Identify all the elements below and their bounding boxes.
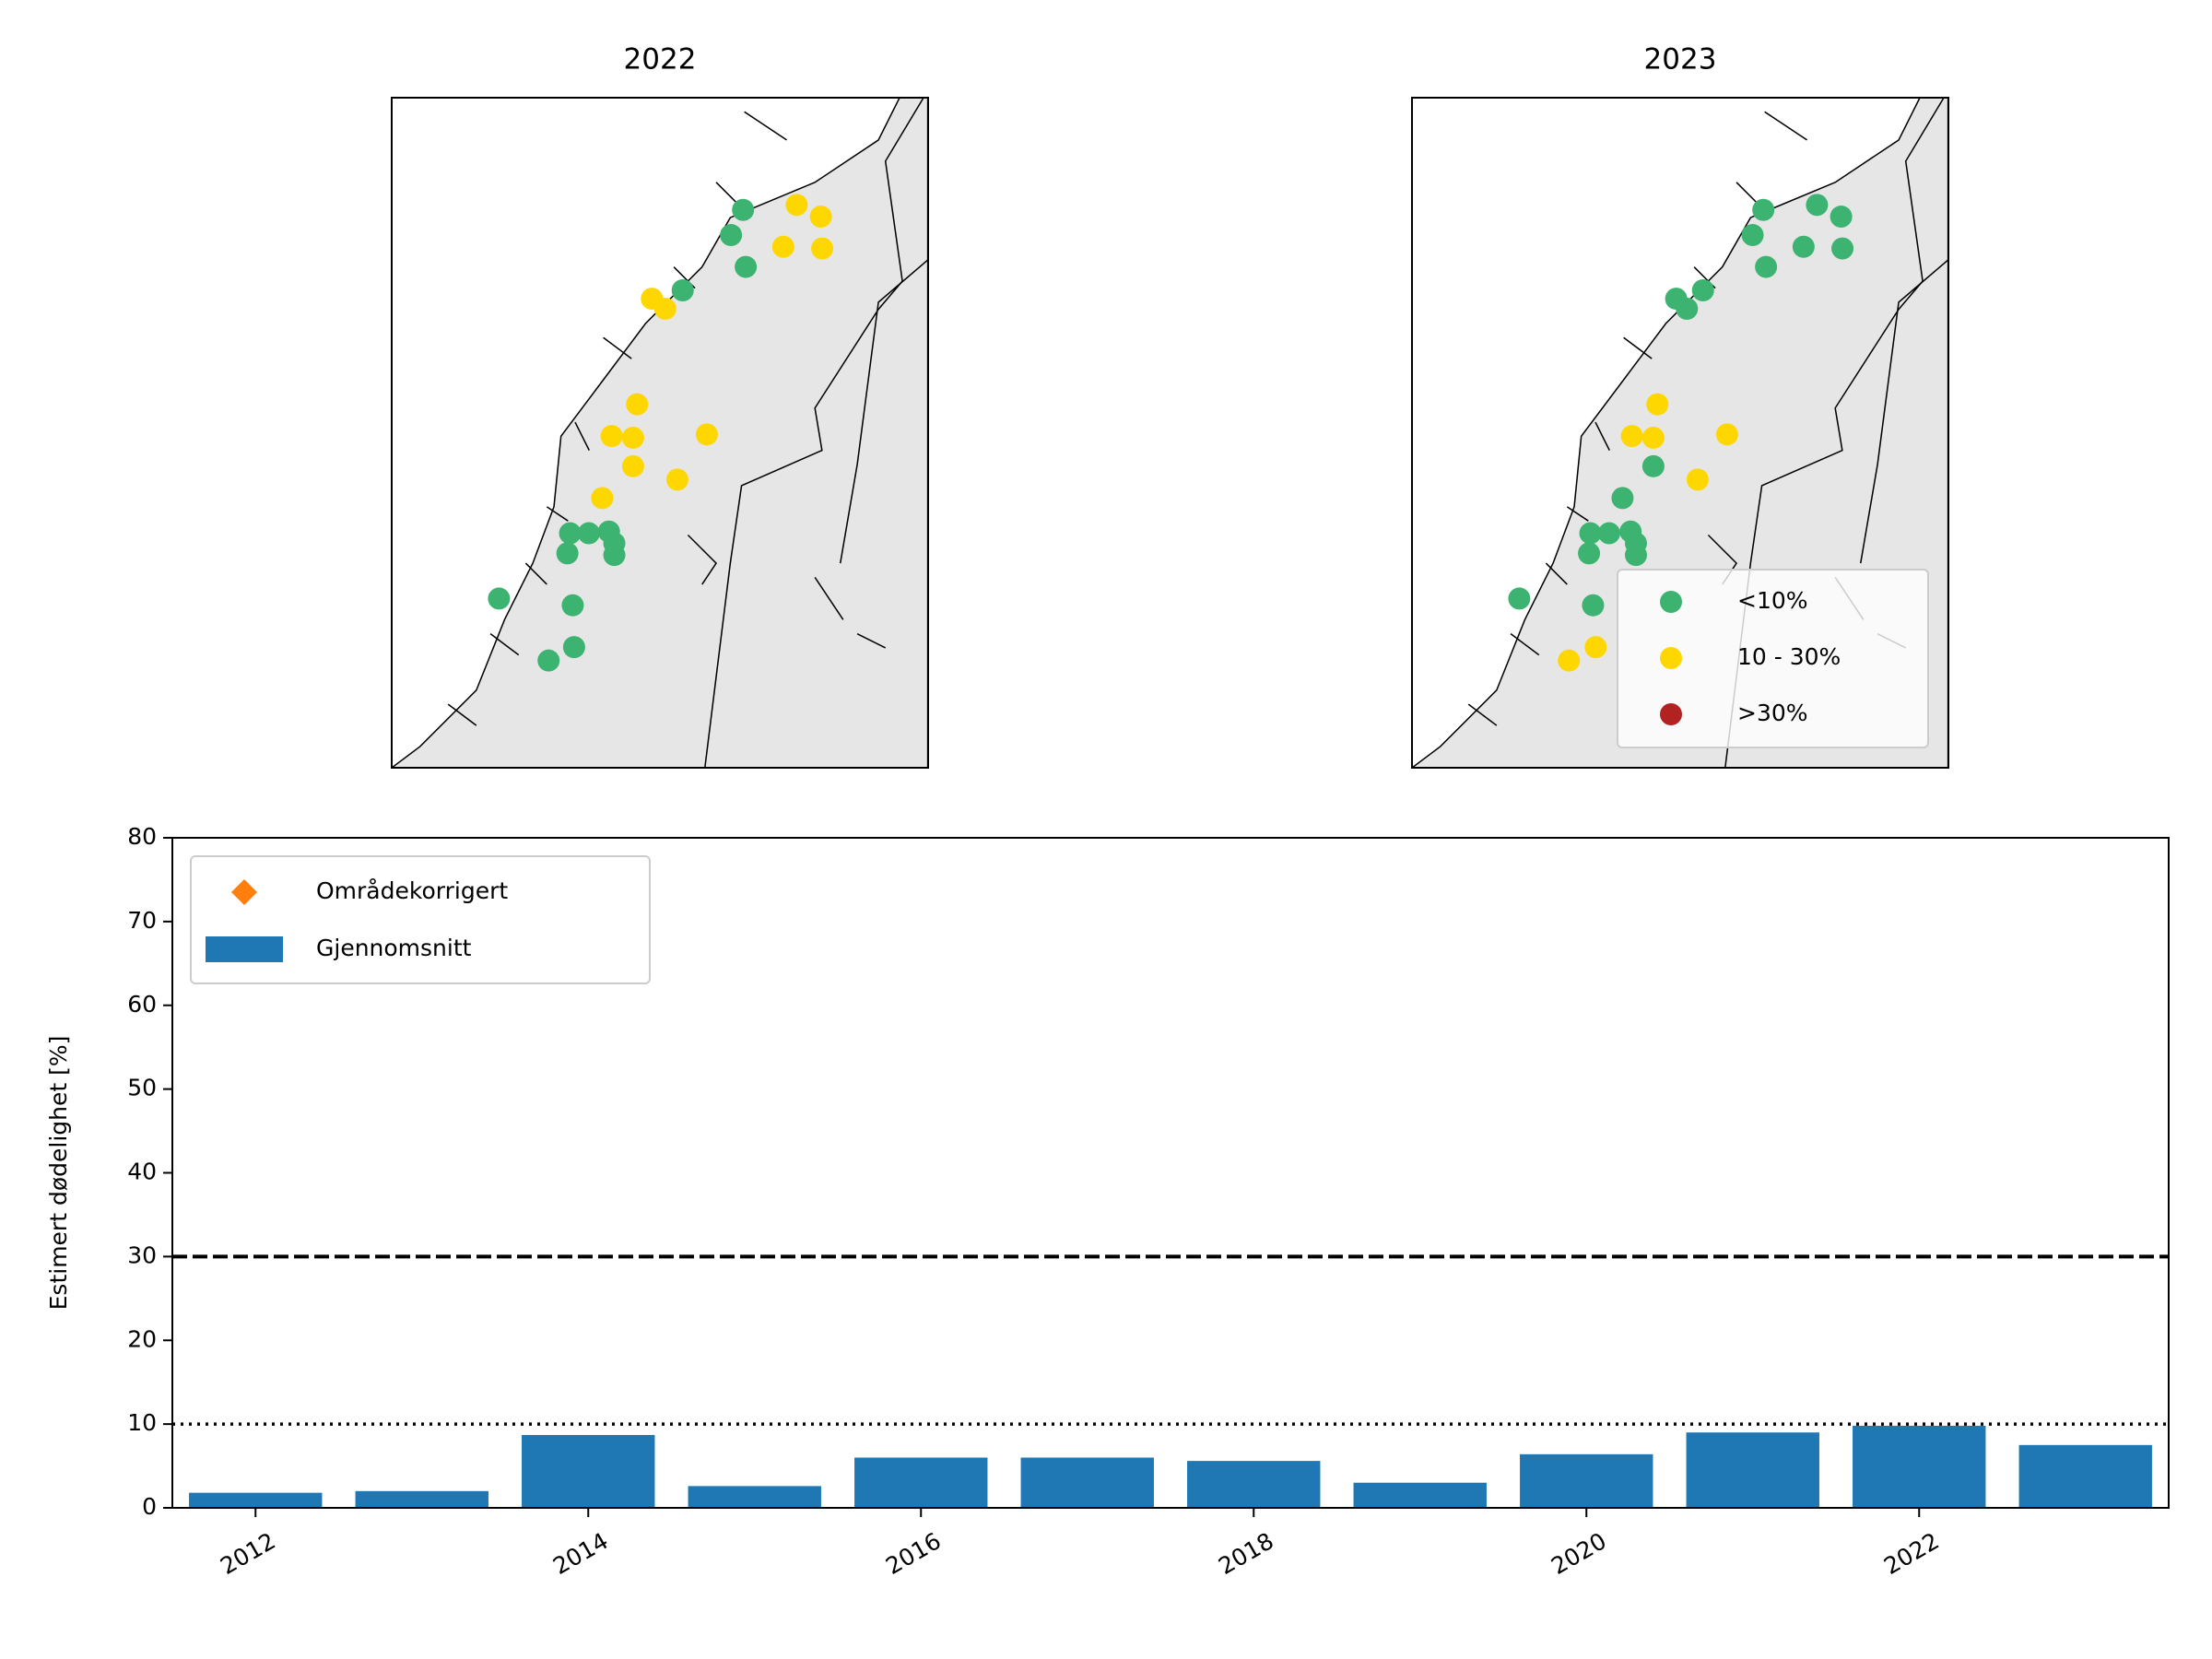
site-point — [1691, 279, 1714, 302]
legend-label: <10% — [1737, 587, 1808, 614]
site-point — [488, 587, 511, 610]
x-tick-label: 2020 — [1547, 1527, 1611, 1580]
x-tick-label: 2018 — [1214, 1527, 1278, 1580]
map-frame — [391, 97, 929, 769]
plot-frame — [171, 837, 2170, 1509]
site-point — [577, 522, 600, 545]
site-point — [1620, 425, 1643, 448]
site-point — [671, 279, 694, 302]
site-point — [537, 649, 560, 672]
site-point — [1646, 393, 1669, 416]
legend-marker — [1660, 591, 1682, 613]
site-point — [720, 224, 743, 247]
site-point — [1741, 224, 1764, 247]
legend-label: 10 - 30% — [1737, 643, 1841, 670]
site-point — [1508, 587, 1531, 610]
bar — [1520, 1453, 1653, 1508]
site-point — [626, 393, 649, 416]
site-point — [591, 487, 614, 510]
site-point — [1579, 522, 1602, 545]
legend-box — [190, 855, 651, 984]
site-point — [1641, 454, 1665, 477]
y-tick-label: 0 — [142, 1493, 157, 1520]
site-point — [811, 237, 834, 260]
legend-marker — [1660, 647, 1682, 669]
map-title: 2022 — [624, 43, 697, 76]
bar — [1853, 1425, 1986, 1508]
site-point — [1611, 487, 1634, 510]
bar — [189, 1492, 323, 1508]
site-point — [809, 206, 832, 229]
y-tick-label: 50 — [127, 1075, 157, 1101]
site-point — [1792, 235, 1815, 258]
site-point — [621, 454, 644, 477]
y-tick-label: 80 — [127, 823, 157, 850]
x-tick-label: 2012 — [216, 1527, 280, 1580]
site-point — [1686, 468, 1709, 491]
site-point — [1624, 544, 1647, 567]
site-point — [1830, 206, 1853, 229]
site-point — [562, 636, 585, 659]
bar — [1686, 1432, 1819, 1508]
y-tick-label: 70 — [127, 907, 157, 934]
site-point — [665, 468, 688, 491]
y-axis-label: Estimert dødelighet [%] — [45, 1036, 72, 1311]
site-point — [556, 542, 579, 565]
x-tick-label: 2016 — [881, 1527, 946, 1580]
site-point — [603, 544, 626, 567]
site-point — [735, 255, 758, 278]
y-tick-label: 30 — [127, 1241, 157, 1268]
legend-swatch — [206, 936, 283, 962]
x-tick-label: 2014 — [548, 1527, 613, 1580]
y-tick-label: 20 — [127, 1325, 157, 1352]
site-point — [1755, 255, 1778, 278]
map-background — [392, 98, 928, 769]
site-point — [695, 423, 718, 446]
site-point — [771, 235, 794, 258]
legend-box — [1617, 569, 1929, 748]
site-point — [732, 198, 755, 221]
bar — [1353, 1482, 1487, 1508]
site-point — [559, 522, 582, 545]
site-point — [1715, 423, 1738, 446]
bar — [355, 1490, 488, 1508]
legend-label: >30% — [1737, 700, 1808, 726]
y-tick-label: 60 — [127, 991, 157, 1018]
site-point — [1641, 426, 1665, 449]
site-point — [1752, 198, 1775, 221]
legend-marker — [231, 879, 257, 905]
site-point — [1584, 636, 1607, 659]
site-point — [1597, 522, 1620, 545]
y-tick-label: 10 — [127, 1409, 157, 1436]
site-point — [600, 425, 623, 448]
map-frame — [1411, 97, 1949, 769]
bar — [688, 1486, 821, 1508]
bar — [2018, 1444, 2152, 1508]
site-point — [1831, 237, 1854, 260]
site-point — [1558, 649, 1581, 672]
site-point — [785, 194, 808, 217]
x-tick-label: 2022 — [1879, 1527, 1944, 1580]
site-point — [653, 298, 677, 321]
bar — [854, 1457, 988, 1508]
legend-label: Gjennomsnitt — [316, 935, 472, 961]
site-point — [1676, 298, 1699, 321]
bar — [1020, 1457, 1154, 1508]
site-point — [1806, 194, 1829, 217]
legend-marker — [1660, 703, 1682, 725]
map-title: 2023 — [1644, 43, 1717, 76]
site-point — [561, 594, 584, 617]
bar — [522, 1434, 655, 1508]
y-tick-label: 40 — [127, 1159, 157, 1185]
site-point — [1582, 594, 1605, 617]
bar — [1187, 1461, 1321, 1508]
legend-label: Områdekorrigert — [316, 877, 508, 904]
site-point — [1578, 542, 1601, 565]
site-point — [621, 426, 644, 449]
